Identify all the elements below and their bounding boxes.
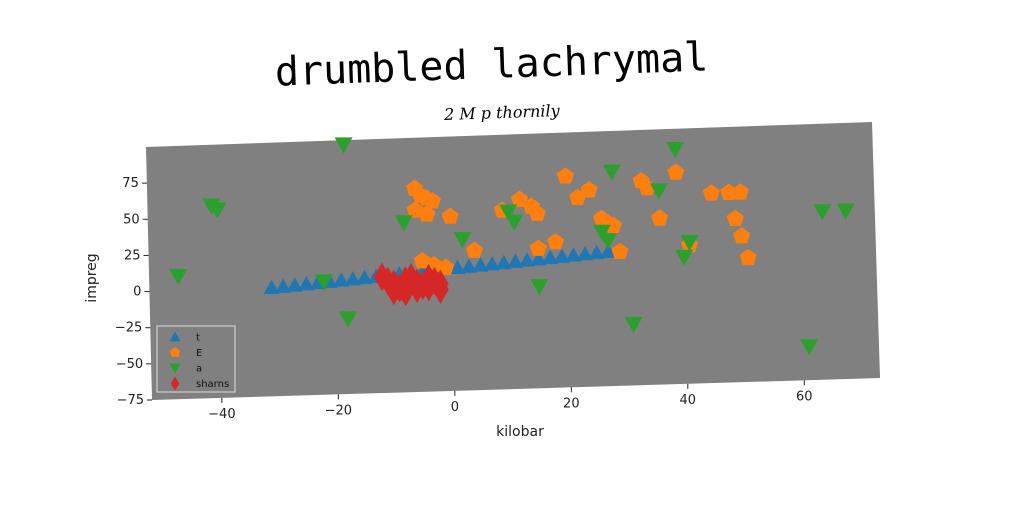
x-tick-label: 40 <box>680 393 697 408</box>
data-point-a <box>666 142 685 159</box>
data-point-a <box>339 311 358 328</box>
data-point-t <box>507 253 524 268</box>
data-point-t <box>356 269 373 285</box>
data-point-t <box>565 247 582 262</box>
data-point-a <box>499 204 518 221</box>
x-tick-label: 0 <box>451 400 459 415</box>
data-point-E <box>569 188 587 205</box>
data-point-t <box>449 259 466 275</box>
data-point-t <box>263 279 280 295</box>
data-point-t <box>298 275 315 291</box>
data-point-a <box>169 268 188 286</box>
data-point-a <box>602 164 621 181</box>
data-point-E <box>465 241 483 258</box>
data-point-a <box>680 234 699 252</box>
plot-area: −40 −20 0 20 40 60 −75 −50 −25 0 25 50 75 tEa sharns <box>115 122 880 422</box>
data-point-t <box>519 252 536 267</box>
data-point-a <box>813 204 832 221</box>
data-point-t <box>588 244 605 260</box>
legend-label: a <box>196 364 202 375</box>
data-point-t <box>577 246 594 261</box>
legend-label: t <box>196 333 200 344</box>
y-tick-label: −50 <box>116 357 143 372</box>
data-point-E <box>638 179 656 196</box>
y-tick-label: 50 <box>123 212 140 227</box>
x-tick-label: 60 <box>796 389 813 404</box>
data-point-a <box>334 137 353 154</box>
data-point-t <box>484 256 501 271</box>
data-point-E <box>528 204 546 221</box>
data-point-t <box>472 257 489 272</box>
data-point-t <box>344 270 361 286</box>
data-point-E <box>423 192 441 209</box>
data-point-E <box>418 205 436 222</box>
data-point-sharns <box>408 274 426 304</box>
y-tick-label: −75 <box>117 393 144 408</box>
data-point-E <box>529 239 547 256</box>
data-point-a <box>836 203 855 220</box>
x-tick-label: 20 <box>563 396 580 411</box>
data-point-E <box>651 209 669 226</box>
x-axis-label: kilobar <box>496 424 544 440</box>
data-point-E <box>611 242 629 259</box>
data-point-t <box>333 272 350 287</box>
data-point-E <box>510 190 529 207</box>
chart-subtitle: 2 M p thornily <box>443 101 561 124</box>
data-point-E <box>667 163 685 180</box>
legend-marker-E <box>169 347 181 357</box>
y-axis-label: impreg <box>84 253 100 302</box>
data-point-t <box>460 258 477 273</box>
data-point-E <box>547 233 565 250</box>
data-point-sharns <box>420 272 438 302</box>
legend-marker-t <box>169 331 181 342</box>
data-point-a <box>649 183 668 200</box>
legend-marker-sharns <box>170 376 180 391</box>
data-point-E <box>726 209 744 227</box>
data-point-E <box>720 183 738 200</box>
data-point-a <box>530 279 549 296</box>
data-point-E <box>739 248 757 266</box>
data-point-a <box>592 224 611 241</box>
data-point-t <box>275 278 292 293</box>
data-point-E <box>733 227 751 244</box>
data-point-E <box>702 184 720 201</box>
data-point-a <box>675 249 694 266</box>
data-point-E <box>580 181 598 198</box>
data-point-a <box>394 215 413 232</box>
data-point-sharns <box>432 275 449 304</box>
legend-box <box>156 325 236 393</box>
data-point-E <box>556 167 574 184</box>
data-point-E <box>437 258 455 275</box>
data-point-a <box>598 233 617 250</box>
data-point-a <box>208 202 227 219</box>
x-tick-label: −20 <box>325 403 352 418</box>
y-tick-label: −25 <box>115 321 142 336</box>
data-point-t <box>286 277 303 292</box>
x-tick-label: −40 <box>208 407 235 422</box>
legend-label: sharns <box>196 379 229 390</box>
data-point-sharns <box>385 276 403 306</box>
data-point-a <box>314 274 333 291</box>
legend: tEa sharns <box>156 325 236 393</box>
data-point-t <box>495 254 512 270</box>
data-point-sharns <box>397 277 414 307</box>
data-point-a <box>624 316 643 334</box>
data-point-E <box>604 216 622 233</box>
legend-marker-a <box>169 363 181 374</box>
data-point-a <box>505 214 524 231</box>
data-point-t <box>530 251 547 266</box>
data-point-t <box>553 248 570 263</box>
y-tick-label: 0 <box>133 285 141 300</box>
data-point-E <box>441 207 459 224</box>
y-tick-label: 25 <box>124 248 141 263</box>
data-point-t <box>542 249 559 265</box>
chart-title: drumbled lachrymal <box>274 34 709 95</box>
data-point-t <box>600 243 617 258</box>
data-point-a <box>800 339 819 356</box>
data-point-E <box>731 183 749 200</box>
legend-label: E <box>196 348 202 359</box>
data-point-a <box>453 232 472 249</box>
y-tick-label: 75 <box>122 176 139 191</box>
